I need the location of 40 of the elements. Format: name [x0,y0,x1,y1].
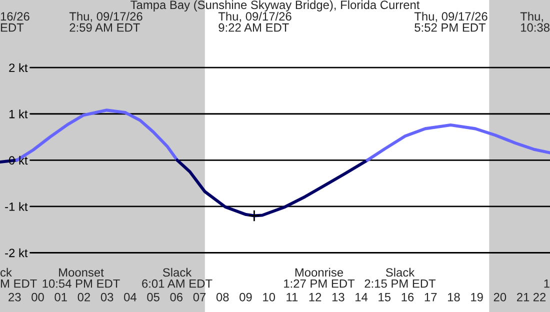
x-tick-label: 01 [54,292,67,302]
x-tick-label: 05 [147,292,160,302]
y-tick-label: 2 kt [9,63,28,72]
x-tick-label: 07 [193,292,206,302]
annotation: Slack 2:15 PM EDT [364,268,436,288]
x-tick-label: 21 [517,292,530,302]
x-tick-label: 12 [309,292,322,302]
annotation: Moonset 10:54 PM EDT [42,268,120,288]
x-tick-label: 14 [356,292,368,302]
x-tick-label: 06 [170,292,183,302]
annotation: Thu, 09/17/26 5:52 PM EDT [414,12,488,32]
x-tick-label: 15 [378,292,391,302]
x-tick-label: 11 [286,292,298,302]
y-tick-label: -1 kt [5,202,28,211]
annotation: Thu, 09/17/26 9:22 AM EDT [218,12,292,32]
x-tick-label: 04 [124,292,136,302]
x-tick-label: 10 [263,292,276,302]
annotation: Thu, 09/17/26 2:59 AM EDT [69,12,142,32]
annotation: 16/26 EDT [0,12,30,32]
x-tick-label: 08 [216,292,229,302]
annotation: Moonrise 1:27 PM EDT [284,268,355,288]
x-tick-label: 16 [402,292,414,302]
annotation: Slack 6:01 AM EDT [142,268,212,288]
annotation: ck M EDT [0,268,37,288]
y-tick-label: -2 kt [5,248,28,258]
y-tick-label: 1 kt [9,110,28,118]
x-tick-label: 13 [332,292,344,302]
annotation: Thu, 10:38 [520,12,550,32]
chart-title: Tampa Bay (Sunshine Skyway Bridge), Florida Current [130,0,420,12]
x-tick-label: 18 [448,292,460,302]
x-tick-label: 23 [8,292,21,302]
x-tick-label: 02 [78,292,90,302]
x-tick-label: 09 [240,292,252,302]
x-tick-label: 20 [494,292,506,302]
x-tick-label: 22 [533,292,546,302]
x-tick-label: 00 [32,292,44,302]
x-tick-label: 19 [471,292,483,302]
x-tick-label: 17 [424,292,437,302]
x-tick-label: 03 [100,292,114,302]
annotation: 1 [544,279,550,288]
